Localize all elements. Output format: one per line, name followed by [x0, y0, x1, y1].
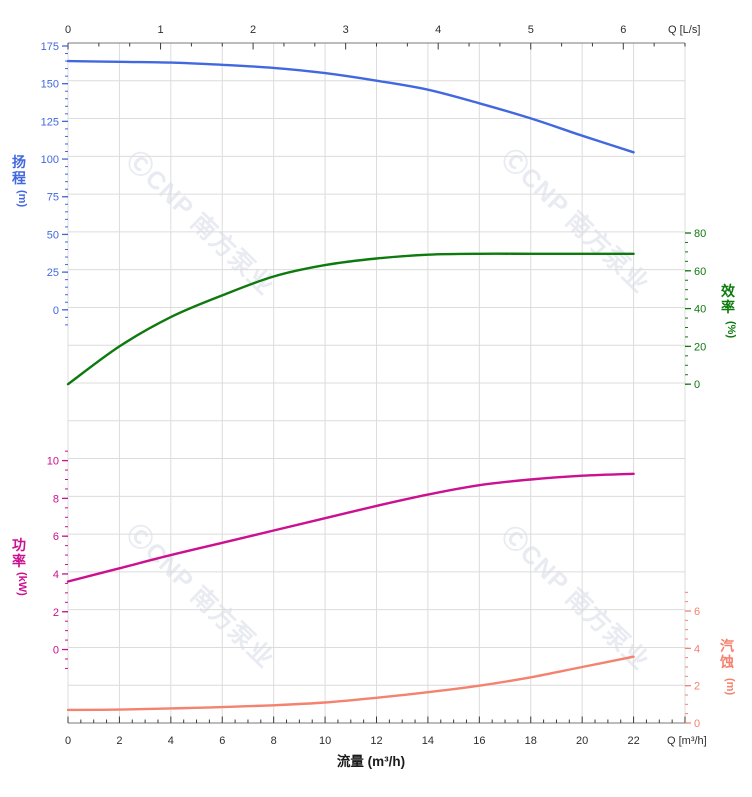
npsh-tick-label: 6 [694, 606, 700, 618]
flow-axis-tick-label: 22 [627, 735, 639, 747]
power-tick-label: 0 [53, 645, 59, 657]
npsh-axis: 6 4 2 0 [685, 591, 700, 730]
npsh-curve [66, 655, 635, 712]
top-axis: 0 1 2 3 4 5 6 Q [L/s] [65, 24, 700, 50]
top-axis-unit-label: Q [L/s] [668, 24, 700, 36]
head-axis-title: 扬程 (m) [12, 154, 28, 207]
power-tick-label: 2 [53, 607, 59, 619]
efficiency-axis-unit: (%) [725, 321, 737, 338]
power-axis-unit: (kW) [16, 572, 28, 596]
flow-axis-tick-label: 14 [422, 735, 434, 747]
efficiency-curve [66, 252, 635, 386]
flow-axis-tick-label: 18 [525, 735, 537, 747]
flow-axis-tick-label: 4 [168, 735, 174, 747]
watermark-text: ⒸCNP 南方泵业 [496, 520, 655, 675]
flow-axis-tick-label: 6 [219, 735, 225, 747]
efficiency-axis-title: 效率 (%) [721, 283, 737, 338]
power-axis: 10 8 6 4 2 0 [47, 450, 68, 669]
flow-axis-tick-label: 16 [473, 735, 485, 747]
efficiency-tick-label: 0 [694, 379, 700, 391]
npsh-axis-unit: (m) [724, 678, 736, 695]
efficiency-tick-label: 40 [694, 304, 706, 316]
npsh-axis-title-char: 蚀 [719, 654, 734, 670]
head-tick-label: 50 [47, 229, 59, 241]
top-axis-tick-label: 0 [65, 24, 71, 36]
flow-axis-tick-label: 12 [370, 735, 382, 747]
head-tick-label: 125 [41, 116, 59, 128]
flow-axis-tick-label: 2 [116, 735, 122, 747]
flow-axis-unit-label: Q [m³/h] [667, 735, 707, 747]
head-curve [66, 59, 635, 154]
top-axis-tick-label: 6 [620, 24, 626, 36]
power-curve [66, 472, 635, 583]
top-axis-tick-label: 4 [435, 24, 441, 36]
flow-axis-tick-label: 8 [271, 735, 277, 747]
head-tick-label: 75 [47, 192, 59, 204]
npsh-tick-label: 2 [694, 681, 700, 693]
power-tick-label: 8 [53, 493, 59, 505]
head-axis: 175 150 125 100 75 50 25 0 [41, 41, 68, 326]
watermark-text: ⒸCNP 南方泵业 [121, 518, 280, 673]
head-tick-label: 100 [41, 154, 59, 166]
power-axis-title-char: 率 [12, 553, 26, 569]
head-tick-label: 175 [41, 41, 59, 53]
top-axis-tick-label: 5 [528, 24, 534, 36]
power-axis-title-char: 功 [12, 537, 26, 553]
head-tick-label: 25 [47, 267, 59, 279]
efficiency-axis-title-char: 率 [721, 299, 735, 315]
efficiency-tick-label: 80 [694, 228, 706, 240]
npsh-axis-title-char: 汽 [720, 638, 734, 654]
power-tick-label: 6 [53, 531, 59, 543]
flow-axis-tick-label: 0 [65, 735, 71, 747]
head-axis-title-char: 程 [12, 170, 26, 186]
npsh-axis-title: 汽蚀 (m) [719, 638, 736, 695]
flow-axis-tick-label: 10 [319, 735, 331, 747]
head-tick-label: 0 [53, 305, 59, 317]
efficiency-tick-label: 20 [694, 341, 706, 353]
watermark-text: ⒸCNP 南方泵业 [496, 143, 655, 298]
top-axis-tick-label: 2 [250, 24, 256, 36]
efficiency-tick-label: 60 [694, 266, 706, 278]
flow-axis: 0 2 4 6 8 10 12 14 16 18 20 22 Q [m³/h] [65, 716, 707, 747]
efficiency-axis: 80 60 40 20 0 [685, 228, 706, 391]
power-tick-label: 10 [47, 456, 59, 468]
watermark-text: ⒸCNP 南方泵业 [121, 145, 280, 300]
power-tick-label: 4 [53, 569, 59, 581]
head-axis-title-char: 扬 [12, 154, 26, 170]
npsh-tick-label: 4 [694, 643, 700, 655]
x-axis-title: 流量 (m³/h) [337, 753, 405, 769]
efficiency-axis-title-char: 效 [721, 283, 736, 299]
head-tick-label: 150 [41, 79, 59, 91]
head-axis-unit: (m) [16, 190, 28, 207]
npsh-tick-label: 0 [694, 718, 700, 730]
top-axis-tick-label: 3 [343, 24, 349, 36]
power-axis-title: 功率 (kW) [12, 537, 28, 596]
top-axis-tick-label: 1 [157, 24, 163, 36]
flow-axis-tick-label: 20 [576, 735, 588, 747]
